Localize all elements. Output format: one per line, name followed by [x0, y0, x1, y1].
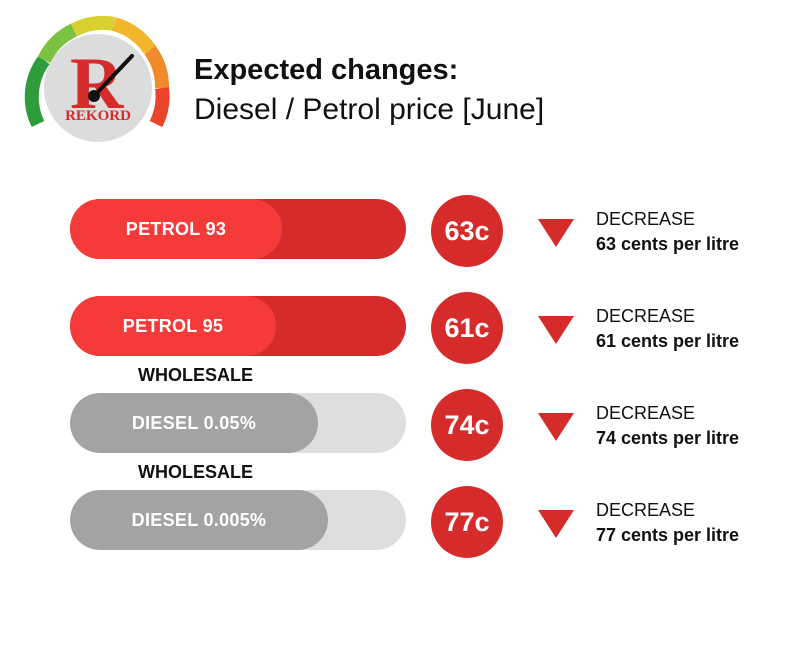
change-direction-label: DECREASE: [596, 306, 696, 326]
bar-fill: DIESEL 0.05%: [70, 393, 318, 453]
section-label-wholesale: WHOLESALE: [138, 462, 253, 482]
header: Expected changes: Diesel / Petrol price …: [194, 52, 544, 130]
bar-fill: PETROL 95: [70, 296, 276, 356]
bar-track: PETROL 95: [70, 296, 406, 356]
chart-row: PETROL 93 63c DECREASE 63 cents per litre: [0, 195, 800, 269]
value-badge: 77c: [431, 486, 503, 558]
decrease-arrow-icon: [538, 510, 574, 538]
change-detail-label: 77 cents per litre: [596, 525, 740, 545]
chart-row: DIESEL 0.05% 74c DECREASE 74 cents per litr…: [0, 389, 800, 463]
change-text: DECREASE 77 cents per litre: [596, 498, 739, 548]
chart-row: DIESEL 0.005% 77c DECREASE 77 cents per lit…: [0, 486, 800, 560]
bar-fill: DIESEL 0.005%: [70, 490, 328, 550]
change-direction-label: DECREASE: [596, 209, 696, 229]
change-detail-label: 74 cents per litre: [596, 428, 740, 448]
decrease-arrow-icon: [538, 413, 574, 441]
svg-text:REKORD: REKORD: [65, 108, 131, 124]
change-direction-label: DECREASE: [596, 403, 696, 423]
page-subtitle: Diesel / Petrol price [June]: [194, 93, 545, 126]
value-badge: 61c: [431, 292, 503, 364]
page-title: Expected changes:: [194, 54, 459, 86]
change-text: DECREASE 74 cents per litre: [596, 401, 739, 451]
chart-row: PETROL 95 61c DECREASE 61 cents per litre: [0, 292, 800, 366]
change-detail-label: 61 cents per litre: [596, 331, 740, 351]
change-text: DECREASE 63 cents per litre: [596, 207, 739, 257]
section-label-wholesale: WHOLESALE: [138, 365, 253, 385]
bar-track: DIESEL 0.005%: [70, 490, 406, 550]
change-direction-label: DECREASE: [596, 500, 696, 520]
decrease-arrow-icon: [538, 316, 574, 344]
value-badge: 74c: [431, 389, 503, 461]
bar-fill: PETROL 93: [70, 199, 282, 259]
change-text: DECREASE 61 cents per litre: [596, 304, 739, 354]
speedometer-logo-icon: R REKORD: [24, 15, 170, 142]
bar-track: PETROL 93: [70, 199, 406, 259]
bar-track: DIESEL 0.05%: [70, 393, 406, 453]
value-badge: 63c: [431, 195, 503, 267]
decrease-arrow-icon: [538, 219, 574, 247]
change-detail-label: 63 cents per litre: [596, 234, 740, 254]
rekord-logo: R REKORD: [22, 15, 172, 146]
svg-text:R: R: [70, 43, 125, 125]
